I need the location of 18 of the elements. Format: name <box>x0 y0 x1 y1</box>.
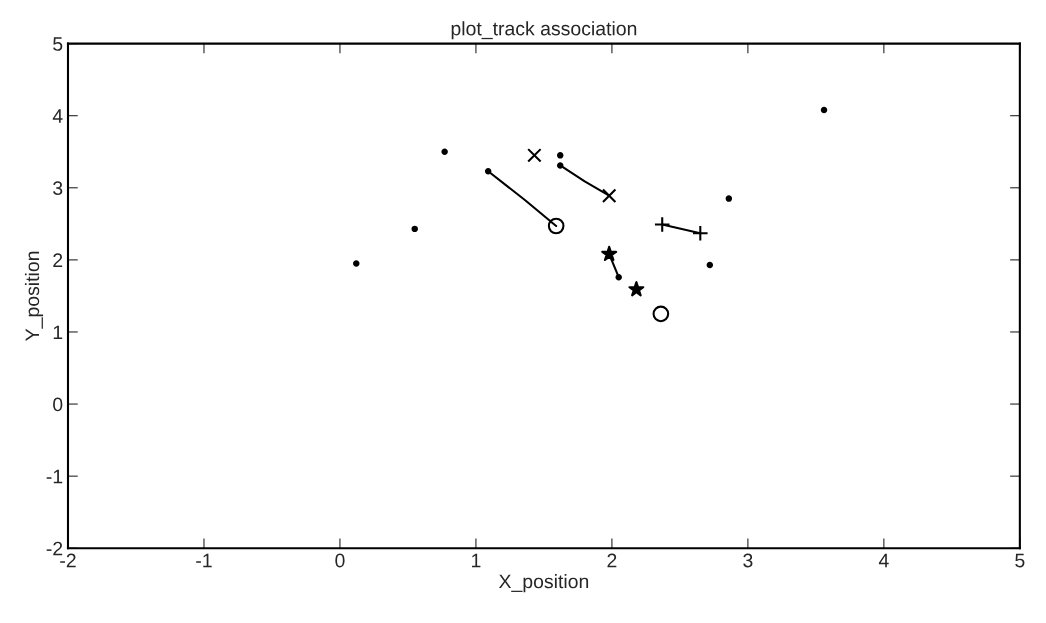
y-tick-label: 0 <box>53 397 63 412</box>
x-axis-title: X_position <box>498 574 589 593</box>
x-tick-label: 2 <box>607 553 617 568</box>
x-tick-label: 1 <box>472 553 481 568</box>
y-tick-label: 4 <box>52 109 63 123</box>
x-tick-label: 0 <box>335 553 345 568</box>
x-tick-label: 4 <box>878 553 889 568</box>
y-axis-title: Y_position <box>24 251 44 341</box>
x-tick-label: 5 <box>1015 553 1025 568</box>
y-tick-label: 3 <box>53 181 63 196</box>
y-tick-label: 2 <box>53 253 63 267</box>
chart-title: plot_track association <box>451 21 637 40</box>
y-tick-label: 1 <box>53 325 63 340</box>
y-tick-label: -1 <box>46 469 63 484</box>
y-tick-label: 5 <box>53 37 63 51</box>
y-tick-label: -2 <box>46 541 63 556</box>
x-tick-label: -1 <box>196 553 212 568</box>
x-tick-label: 3 <box>743 553 753 568</box>
